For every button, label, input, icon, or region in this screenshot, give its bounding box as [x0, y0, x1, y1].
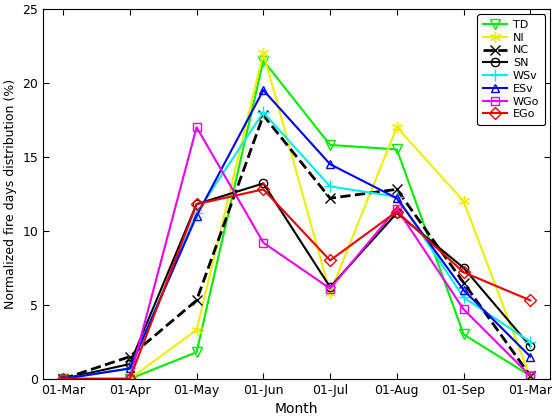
WGo [326, 286, 333, 291]
NC [260, 113, 267, 118]
EGo [326, 258, 333, 263]
NI [260, 51, 267, 56]
NC [394, 187, 400, 192]
Y-axis label: Normalized fire days distribution (%): Normalized fire days distribution (%) [4, 79, 17, 309]
ESv [126, 366, 133, 371]
WGo [527, 373, 534, 378]
WGo [460, 307, 467, 312]
NI [60, 376, 67, 381]
TD [394, 147, 400, 152]
Line: EGo: EGo [59, 185, 534, 383]
NI [394, 125, 400, 130]
NC [60, 376, 67, 381]
TD [193, 350, 200, 355]
EGo [460, 270, 467, 275]
ESv [193, 213, 200, 218]
WSv [60, 376, 67, 381]
Line: ESv: ESv [59, 86, 534, 383]
Legend: TD, NI, NC, SN, WSv, ESv, WGo, EGo: TD, NI, NC, SN, WSv, ESv, WGo, EGo [477, 14, 545, 125]
WGo [260, 240, 267, 245]
WSv [460, 295, 467, 300]
ESv [527, 354, 534, 359]
SN [394, 210, 400, 215]
NC [126, 354, 133, 359]
WGo [126, 376, 133, 381]
Line: WGo: WGo [59, 123, 534, 383]
NI [460, 199, 467, 204]
EGo [394, 209, 400, 214]
ESv [60, 376, 67, 381]
Line: WSv: WSv [58, 107, 536, 384]
WSv [527, 339, 534, 344]
WSv [126, 366, 133, 371]
EGo [126, 376, 133, 381]
WSv [193, 210, 200, 215]
NI [126, 376, 133, 381]
NC [527, 373, 534, 378]
TD [460, 332, 467, 337]
ESv [326, 162, 333, 167]
X-axis label: Month: Month [275, 402, 319, 416]
NI [527, 375, 534, 380]
TD [527, 373, 534, 378]
TD [126, 376, 133, 381]
SN [527, 344, 534, 349]
SN [460, 265, 467, 270]
TD [60, 376, 67, 381]
SN [260, 181, 267, 186]
Line: TD: TD [58, 56, 535, 384]
Line: SN: SN [59, 179, 534, 383]
Line: NC: NC [58, 110, 535, 384]
EGo [193, 202, 200, 207]
TD [260, 58, 267, 63]
TD [326, 142, 333, 147]
WSv [394, 194, 400, 199]
WGo [60, 376, 67, 381]
WGo [193, 125, 200, 130]
EGo [260, 187, 267, 192]
ESv [460, 288, 467, 293]
ESv [394, 196, 400, 201]
SN [326, 284, 333, 289]
EGo [60, 376, 67, 381]
WGo [394, 206, 400, 211]
WSv [326, 184, 333, 189]
NC [326, 196, 333, 201]
SN [60, 376, 67, 381]
NI [326, 291, 333, 296]
EGo [527, 298, 534, 303]
SN [126, 362, 133, 367]
NC [193, 298, 200, 303]
NI [193, 328, 200, 333]
NC [460, 280, 467, 285]
Line: NI: NI [58, 47, 536, 384]
WSv [260, 110, 267, 115]
ESv [260, 88, 267, 93]
SN [193, 202, 200, 207]
